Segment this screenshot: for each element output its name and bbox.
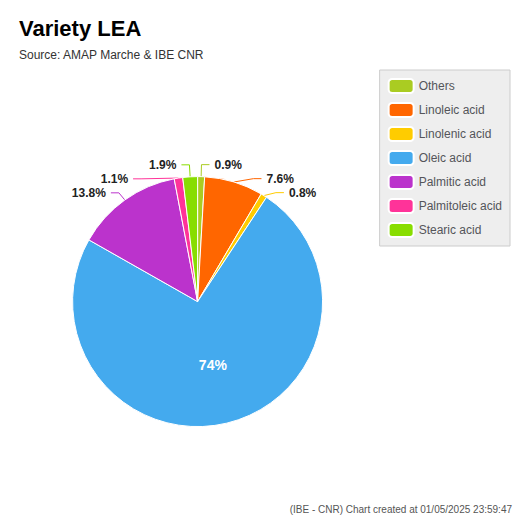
svg-text:Palmitoleic acid: Palmitoleic acid <box>419 199 502 213</box>
svg-text:1.9%: 1.9% <box>149 158 177 172</box>
svg-text:(IBE - CNR) Chart created at 0: (IBE - CNR) Chart created at 01/05/2025 … <box>290 504 513 515</box>
svg-text:74%: 74% <box>199 357 228 373</box>
svg-text:Linolenic acid: Linolenic acid <box>419 127 492 141</box>
svg-text:Source: AMAP Marche & IBE CNR: Source: AMAP Marche & IBE CNR <box>19 48 204 62</box>
svg-text:Variety LEA: Variety LEA <box>19 16 141 41</box>
svg-text:0.9%: 0.9% <box>214 158 242 172</box>
svg-text:1.1%: 1.1% <box>101 172 129 186</box>
svg-text:Linoleic acid: Linoleic acid <box>419 103 485 117</box>
svg-text:Stearic acid: Stearic acid <box>419 223 482 237</box>
svg-text:Oleic acid: Oleic acid <box>419 151 472 165</box>
svg-text:0.8%: 0.8% <box>289 186 317 200</box>
svg-text:Others: Others <box>419 79 455 93</box>
svg-text:Palmitic acid: Palmitic acid <box>419 175 486 189</box>
svg-text:13.8%: 13.8% <box>72 186 106 200</box>
svg-text:7.6%: 7.6% <box>266 172 294 186</box>
